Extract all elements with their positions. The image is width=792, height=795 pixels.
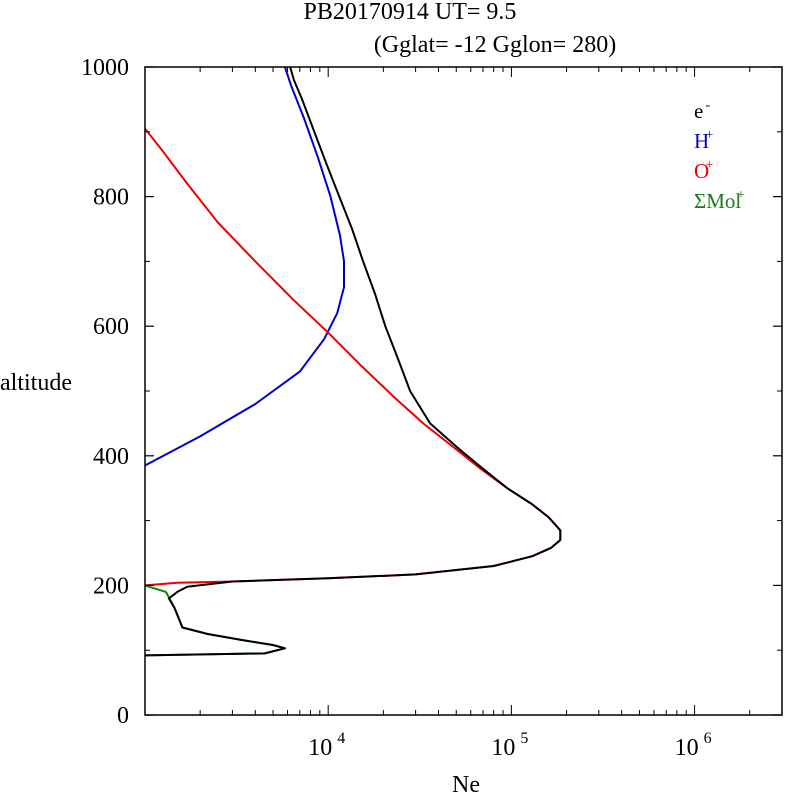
legend-item: O — [694, 159, 709, 183]
x-tick-label: 10 — [675, 735, 699, 761]
series-line-e — [144, 66, 562, 657]
y-tick-label: 400 — [93, 444, 129, 470]
x-tick-label-exponent: 5 — [520, 730, 528, 747]
x-tick-label-exponent: 4 — [337, 730, 345, 747]
axes-layer: 0 200 400 600 800 1000 10 4 10 5 10 6 — [81, 55, 783, 761]
legend-item-sup: + — [737, 188, 745, 203]
chart-title-line1: PB20170914 UT= 9.5 — [304, 0, 517, 25]
legend-item-sup: + — [706, 158, 714, 173]
legend-item-sup: + — [706, 128, 714, 143]
x-axis-label: Ne — [452, 772, 480, 795]
legend-item: H — [694, 129, 709, 153]
x-tick-label: 10 — [308, 735, 332, 761]
y-tick-label: 600 — [93, 314, 129, 340]
y-tick-label: 200 — [93, 573, 129, 599]
y-axis-label: altitude — [0, 370, 72, 396]
chart-title-line2: (Gglat= -12 Gglon= 280) — [374, 32, 616, 58]
y-tick-label: 1000 — [81, 55, 129, 81]
y-tick-label: 0 — [117, 703, 129, 729]
legend-item: ΣMol — [694, 189, 741, 213]
series-layer — [144, 66, 562, 657]
y-tick-label: 800 — [93, 185, 129, 211]
legend-item-sup: - — [706, 98, 711, 113]
legend-item: e — [694, 99, 703, 123]
x-tick-label: 10 — [491, 735, 515, 761]
x-tick-label-exponent: 6 — [704, 730, 712, 747]
series-line-H — [144, 66, 345, 467]
legend: e -H+O+ΣMol+ — [694, 98, 745, 213]
